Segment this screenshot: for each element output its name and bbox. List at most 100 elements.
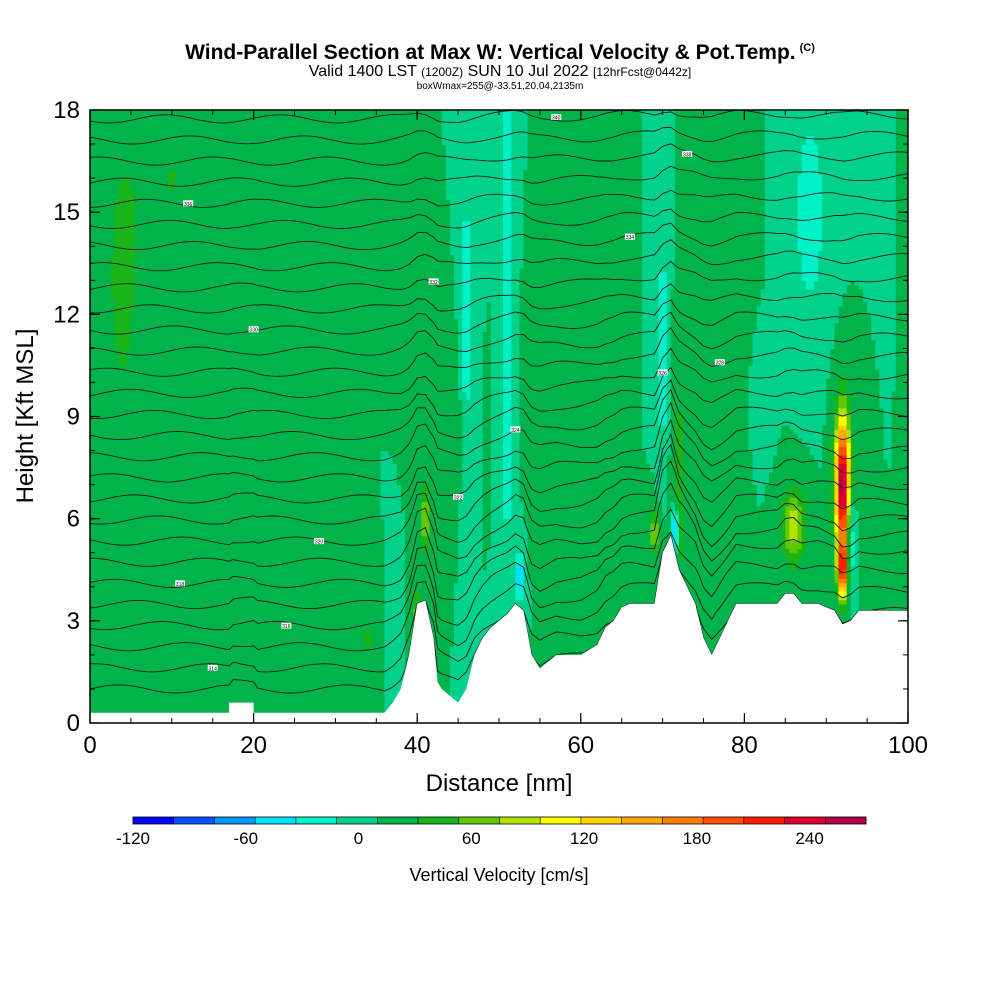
field-cell — [135, 663, 140, 668]
field-cell — [164, 446, 169, 451]
field-cell — [225, 272, 230, 277]
field-cell — [102, 370, 107, 375]
field-cell — [131, 587, 136, 592]
field-cell — [102, 617, 107, 622]
field-cell — [98, 583, 103, 588]
field-cell — [110, 399, 115, 404]
field-cell — [106, 255, 111, 260]
field-cell — [221, 127, 226, 132]
field-cell — [110, 468, 115, 473]
field-cell — [217, 655, 222, 660]
field-cell — [143, 233, 148, 238]
field-cell — [164, 225, 169, 230]
field-cell — [209, 246, 214, 251]
field-cell — [184, 314, 189, 319]
field-cell — [180, 280, 185, 285]
field-cell — [131, 689, 136, 694]
field-cell — [213, 272, 218, 277]
field-cell — [119, 212, 124, 217]
field-cell — [139, 144, 144, 149]
field-cell — [180, 178, 185, 183]
field-cell — [115, 531, 120, 536]
field-cell — [184, 451, 189, 456]
field-cell — [127, 497, 132, 502]
field-cell — [110, 182, 115, 187]
field-cell — [139, 395, 144, 400]
field-cell — [110, 153, 115, 158]
field-cell — [188, 399, 193, 404]
field-cell — [209, 536, 214, 541]
field-cell — [151, 395, 156, 400]
field-cell — [143, 378, 148, 383]
field-cell — [213, 600, 218, 605]
field-cell — [106, 544, 111, 549]
field-cell — [209, 553, 214, 558]
field-cell — [135, 131, 140, 136]
field-cell — [176, 365, 181, 370]
field-cell — [229, 625, 234, 630]
field-cell — [160, 187, 165, 192]
field-cell — [200, 242, 205, 247]
field-cell — [151, 365, 156, 370]
field-cell — [217, 476, 222, 481]
field-cell — [229, 319, 234, 324]
field-cell — [94, 476, 99, 481]
field-cell — [168, 544, 173, 549]
field-cell — [123, 153, 128, 158]
field-cell — [176, 634, 181, 639]
field-cell — [139, 408, 144, 413]
field-cell — [160, 276, 165, 281]
field-cell — [143, 280, 148, 285]
field-cell — [172, 361, 177, 366]
field-cell — [106, 412, 111, 417]
field-cell — [188, 459, 193, 464]
field-cell — [180, 702, 185, 707]
field-cell — [155, 187, 160, 192]
field-cell — [151, 642, 156, 647]
field-cell — [102, 208, 107, 213]
field-cell — [98, 548, 103, 553]
field-cell — [188, 502, 193, 507]
field-cell — [196, 455, 201, 460]
field-cell — [217, 225, 222, 230]
field-cell — [172, 276, 177, 281]
field-cell — [147, 472, 152, 477]
field-cell — [200, 250, 205, 255]
field-cell — [143, 417, 148, 422]
field-cell — [160, 204, 165, 209]
field-cell — [139, 574, 144, 579]
field-cell — [176, 148, 181, 153]
field-cell — [106, 689, 111, 694]
field-cell — [123, 285, 128, 290]
field-cell — [172, 536, 177, 541]
field-cell — [180, 442, 185, 447]
field-cell — [176, 625, 181, 630]
field-cell — [131, 434, 136, 439]
field-cell — [155, 531, 160, 536]
field-cell — [188, 693, 193, 698]
field-cell — [180, 148, 185, 153]
field-cell — [176, 676, 181, 681]
field-cell — [205, 621, 210, 626]
field-cell — [115, 438, 120, 443]
field-cell — [172, 468, 177, 473]
field-cell — [106, 600, 111, 605]
field-cell — [164, 425, 169, 430]
field-cell — [110, 472, 115, 477]
field-cell — [213, 174, 218, 179]
field-cell — [127, 148, 132, 153]
field-cell — [188, 319, 193, 324]
field-cell — [110, 697, 115, 702]
field-cell — [119, 408, 124, 413]
field-cell — [192, 408, 197, 413]
field-cell — [225, 604, 230, 609]
field-cell — [229, 565, 234, 570]
field-cell — [94, 570, 99, 575]
field-cell — [139, 523, 144, 528]
field-cell — [168, 485, 173, 490]
field-cell — [147, 157, 152, 162]
field-cell — [110, 591, 115, 596]
field-cell — [184, 617, 189, 622]
field-cell — [172, 608, 177, 613]
field-cell — [192, 357, 197, 362]
